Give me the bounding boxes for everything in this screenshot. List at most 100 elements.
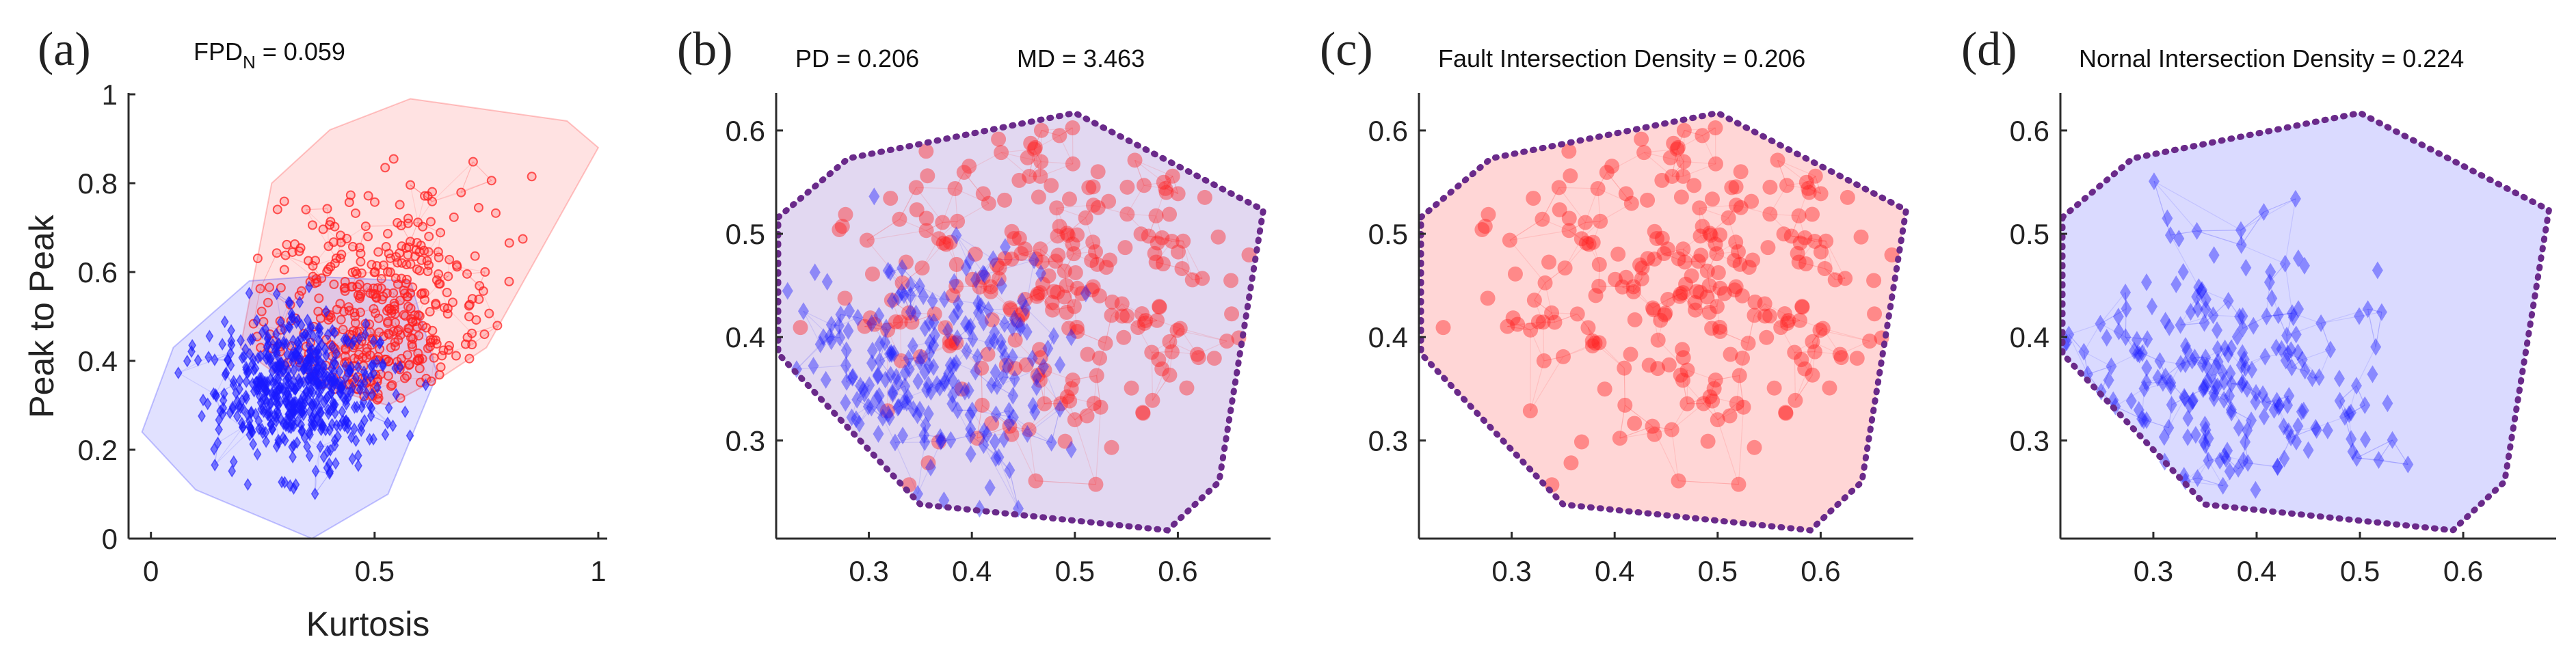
point-fault (1671, 473, 1686, 489)
point-normal (2226, 403, 2238, 422)
point-fault (1127, 152, 1143, 168)
point-normal (1080, 284, 1091, 303)
point-fault (393, 258, 403, 268)
point-normal (888, 344, 900, 362)
point-fault (1735, 350, 1751, 366)
point-fault (1535, 211, 1550, 227)
point-fault (473, 202, 483, 213)
point-normal (2192, 469, 2203, 487)
point-normal (2285, 429, 2297, 447)
point-normal (215, 422, 223, 436)
point-fault (422, 256, 432, 266)
point-normal (310, 487, 319, 500)
point-normal (2250, 383, 2262, 402)
point-fault (893, 353, 909, 368)
point-normal (1009, 370, 1020, 388)
point-normal (220, 387, 228, 401)
point-fault (1065, 120, 1080, 136)
point-normal (987, 250, 999, 269)
point-fault (1741, 260, 1757, 275)
point-normal (2292, 249, 2304, 268)
point-normal (2125, 392, 2137, 410)
plot-area (778, 113, 1264, 530)
point-normal (924, 344, 935, 362)
point-normal (342, 397, 351, 411)
point-fault (918, 144, 934, 159)
point-fault (307, 220, 317, 230)
point-normal (990, 405, 1002, 424)
point-fault (1580, 320, 1596, 336)
point-fault (347, 267, 358, 277)
point-fault (1788, 392, 1803, 408)
point-fault (1156, 174, 1171, 190)
point-normal (2200, 300, 2212, 319)
point-normal (242, 375, 251, 388)
plot-area (1421, 113, 1907, 530)
point-normal (2170, 275, 2182, 294)
point-normal (272, 345, 281, 359)
point-normal (825, 315, 837, 334)
point-normal (2283, 387, 2295, 405)
point-fault (1661, 357, 1677, 373)
point-fault (1612, 431, 1628, 446)
point-normal (960, 258, 972, 277)
point-normal (2289, 189, 2301, 208)
point-fault (931, 434, 946, 450)
point-normal (919, 363, 931, 381)
point-normal (947, 371, 959, 390)
point-normal (2200, 349, 2212, 367)
point-normal (284, 371, 293, 385)
point-fault (954, 381, 970, 397)
point-fault (1722, 408, 1738, 424)
point-normal (2272, 306, 2284, 325)
point-normal (310, 372, 319, 385)
point-normal (235, 400, 243, 414)
point-fault (373, 283, 383, 293)
point-normal (318, 418, 327, 432)
point-normal (293, 314, 302, 327)
point-normal (2263, 273, 2275, 292)
point-normal (270, 409, 279, 422)
point-normal (1021, 323, 1033, 341)
point-normal (218, 338, 227, 351)
point-fault (1731, 368, 1747, 383)
point-fault (380, 163, 390, 173)
point-normal (1001, 357, 1013, 376)
point-normal (934, 379, 946, 397)
point-fault (468, 157, 478, 167)
point-normal (293, 436, 302, 449)
point-normal (289, 345, 297, 358)
point-normal (2346, 430, 2357, 448)
point-normal (220, 315, 229, 329)
point-normal (287, 307, 296, 321)
y-tick-label: 0.4 (2010, 321, 2049, 353)
point-fault (1760, 240, 1776, 256)
point-fault (1591, 278, 1607, 294)
point-normal (960, 314, 972, 333)
point-fault (1061, 321, 1077, 336)
point-fault (295, 243, 306, 253)
point-fault (272, 204, 282, 215)
point-fault (1781, 312, 1796, 328)
point-normal (335, 365, 344, 378)
series-normal (174, 280, 430, 500)
point-fault (1604, 159, 1620, 174)
point-normal (928, 313, 940, 331)
point-fault (1152, 299, 1167, 314)
point-fault (1561, 211, 1577, 226)
point-fault (1477, 219, 1493, 234)
point-normal (2299, 362, 2311, 380)
point-fault (420, 295, 430, 305)
point-normal (850, 410, 862, 429)
point-normal (2268, 401, 2280, 419)
point-fault (981, 195, 996, 211)
point-fault (894, 275, 910, 290)
point-fault (1151, 352, 1167, 368)
point-fault (323, 241, 334, 252)
point-fault (280, 250, 291, 260)
point-fault (1625, 279, 1641, 295)
point-normal (2208, 246, 2220, 265)
point-normal (2324, 340, 2336, 359)
point-fault (1588, 288, 1604, 303)
point-normal (998, 315, 1010, 334)
